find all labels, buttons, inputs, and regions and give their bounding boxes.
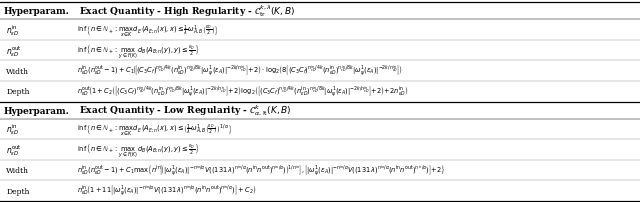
Text: Width: Width <box>6 166 29 174</box>
Text: Hyperparam.: Hyperparam. <box>3 7 69 16</box>
Text: $n_{\epsilon D}^{\mathrm{out}}$: $n_{\epsilon D}^{\mathrm{out}}$ <box>6 142 22 157</box>
Text: Depth: Depth <box>6 187 30 195</box>
Text: $\inf\left\{n\in\mathbb{N}_+:\max_{x\in K}d_E(A_{E;n}(x),x)\leq \left(\frac{1}{\: $\inf\left\{n\in\mathbb{N}_+:\max_{x\in … <box>77 121 233 137</box>
Text: $n_{\epsilon D}^{\mathrm{in}}(n_{\epsilon D}^{\mathrm{out}}-1)+C_1\!\left(\!\lef: $n_{\epsilon D}^{\mathrm{in}}(n_{\epsilo… <box>77 64 403 79</box>
Text: Exact Quantity - High Regularity - $\mathcal{C}^{k,\lambda}_{\mathrm{tr}}(K,B)$: Exact Quantity - High Regularity - $\mat… <box>79 4 295 19</box>
Text: $\inf\left\{n\in\mathbb{N}_+:\underset{y\in F(K)}{\max}\,d_B(A_{B;n}(y),y)\leq \: $\inf\left\{n\in\mathbb{N}_+:\underset{y… <box>77 42 200 60</box>
Text: $n_{\epsilon D}^{\mathrm{in}}(n_{\epsilon D}^{\mathrm{out}}-1)+C_1\max\left\{n^{: $n_{\epsilon D}^{\mathrm{in}}(n_{\epsilo… <box>77 163 446 178</box>
Text: Width: Width <box>6 67 29 75</box>
Text: $n_{\epsilon D}^{\mathrm{out}}\!\left(1+C_2\left(\left[(C_3C_f)^{n_{\epsilon D}^: $n_{\epsilon D}^{\mathrm{out}}\!\left(1+… <box>77 84 409 100</box>
Text: $n_{\epsilon D}^{\mathrm{in}}$: $n_{\epsilon D}^{\mathrm{in}}$ <box>6 122 20 137</box>
Text: $n_{\epsilon D}^{\mathrm{in}}\!\left(1+11\left[|\omega^1_\psi(\varepsilon_A)|^{-: $n_{\epsilon D}^{\mathrm{in}}\!\left(1+1… <box>77 183 257 199</box>
Text: $n_{\epsilon D}^{\mathrm{in}}$: $n_{\epsilon D}^{\mathrm{in}}$ <box>6 23 20 38</box>
Text: $n_{\epsilon D}^{\mathrm{out}}$: $n_{\epsilon D}^{\mathrm{out}}$ <box>6 43 22 58</box>
Text: $\inf\left\{n\in\mathbb{N}_+:\underset{y\in F(K)}{\max}\,d_B(A_{B;n}(y),y)\leq \: $\inf\left\{n\in\mathbb{N}_+:\underset{y… <box>77 141 200 159</box>
Text: Exact Quantity - Low Regularity - $\mathcal{C}^{k}_{\alpha,\mathrm{lt}}(K,B)$: Exact Quantity - Low Regularity - $\math… <box>79 103 291 118</box>
Text: Hyperparam.: Hyperparam. <box>3 106 69 115</box>
Text: Depth: Depth <box>6 88 30 96</box>
Text: $\inf\left\{n\in\mathbb{N}_+:\max_{x\in K}d_E(A_{E;n}(x),x)\leq \frac{1}{\lambda: $\inf\left\{n\in\mathbb{N}_+:\max_{x\in … <box>77 22 220 38</box>
